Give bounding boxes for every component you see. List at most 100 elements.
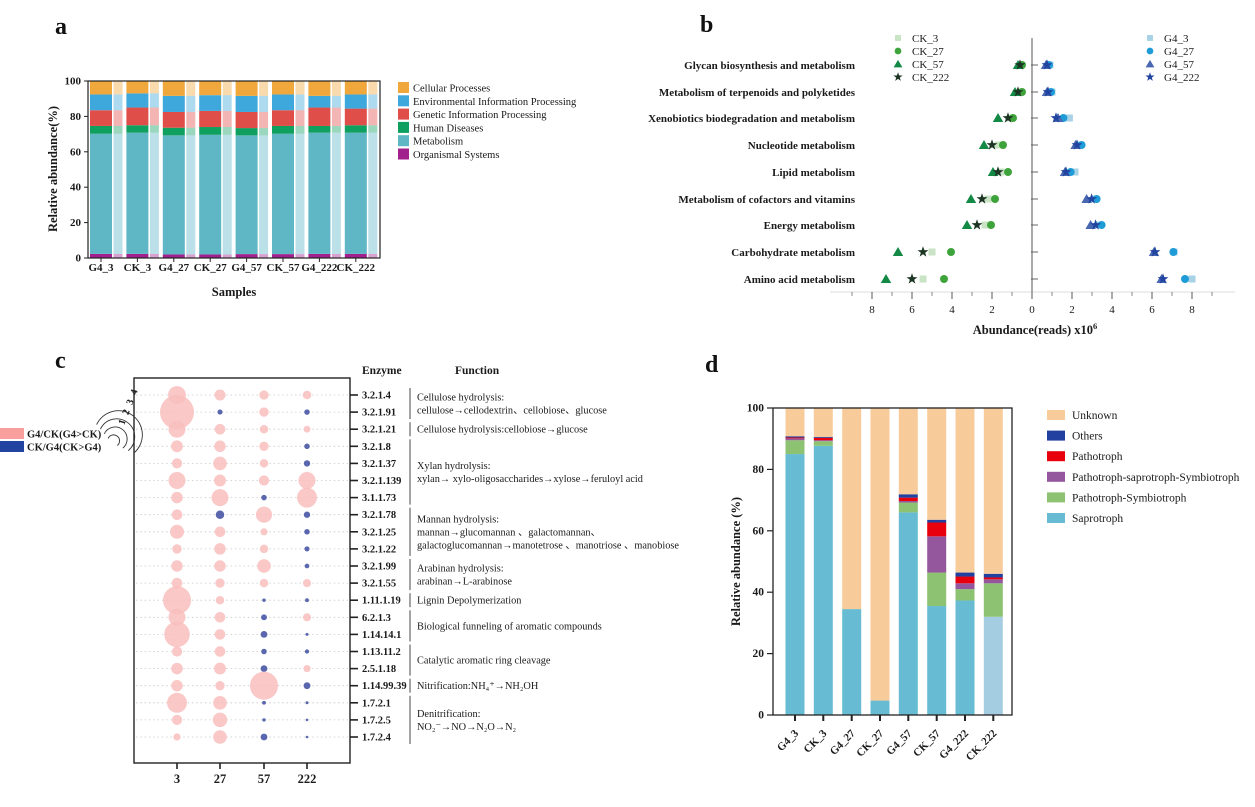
legend-label: CK_222 xyxy=(912,72,949,84)
bubble xyxy=(305,701,309,705)
bar-segment xyxy=(259,81,269,96)
bubble xyxy=(217,409,223,415)
bar-segment xyxy=(295,81,305,95)
bubble xyxy=(160,395,194,430)
bar-segment xyxy=(259,111,269,129)
bar-segment xyxy=(331,125,341,133)
legend-label: CK_3 xyxy=(912,33,939,45)
bar-segment xyxy=(162,135,185,255)
bar-segment xyxy=(149,253,159,258)
bubble xyxy=(262,718,266,722)
enzyme-label: 2.5.1.18 xyxy=(362,664,396,675)
bar-segment xyxy=(259,95,269,112)
enzyme-label: 1.7.2.1 xyxy=(362,698,391,709)
category-label: Metabolism of terpenoids and polyketides xyxy=(659,87,856,99)
bar-segment xyxy=(368,253,378,258)
legend-label: Unknown xyxy=(1072,410,1118,422)
marker-triangle xyxy=(893,59,903,68)
bubble xyxy=(164,621,190,648)
function-text: arabinan→L-arabinose xyxy=(417,577,512,588)
bar-segment xyxy=(842,408,862,610)
bubble xyxy=(305,632,309,636)
bar-segment xyxy=(113,81,123,95)
bar-segment xyxy=(113,253,123,258)
bar-segment xyxy=(126,132,149,254)
bar-segment xyxy=(344,253,367,258)
bar-segment xyxy=(222,95,232,111)
bar-segment xyxy=(785,437,805,439)
legend-swatch xyxy=(398,135,409,147)
bar-segment xyxy=(870,408,890,701)
bubble xyxy=(303,682,311,690)
bar-segment xyxy=(308,132,331,254)
bar-segment xyxy=(90,125,112,134)
x-tick-label: 6 xyxy=(909,304,915,316)
marker-star xyxy=(971,219,983,230)
bubble xyxy=(211,489,229,507)
bar-segment xyxy=(126,93,149,108)
bar-segment xyxy=(90,110,112,126)
bar-segment xyxy=(927,606,947,715)
marker-circle xyxy=(940,275,948,283)
bubble xyxy=(302,579,312,588)
bar-segment xyxy=(199,95,222,111)
bubble xyxy=(215,578,225,588)
bubble xyxy=(171,577,183,589)
bar-segment xyxy=(149,132,159,254)
enzyme-label: 3.2.1.91 xyxy=(362,408,396,419)
bar-segment xyxy=(235,111,258,129)
bar-segment xyxy=(785,436,805,438)
x-tick-label: 222 xyxy=(298,772,317,786)
bubble xyxy=(171,491,183,504)
y-tick-label: 80 xyxy=(753,464,765,476)
bar-segment xyxy=(368,125,378,133)
bubble xyxy=(303,511,311,518)
bar-segment xyxy=(113,94,123,111)
bar-segment xyxy=(272,81,294,95)
category-label: Lipid metabolism xyxy=(772,167,855,179)
y-tick-label: 60 xyxy=(70,146,82,158)
bar-segment xyxy=(955,600,975,715)
bar-segment xyxy=(90,81,112,95)
bubble xyxy=(257,559,271,573)
x-tick-label: CK_222 xyxy=(337,262,376,274)
bubble xyxy=(171,662,183,675)
marker-square xyxy=(994,141,1002,149)
size-legend-value: 2 xyxy=(121,408,133,416)
bar-segment xyxy=(785,408,805,437)
enzyme-label: 3.2.1.55 xyxy=(362,579,396,590)
size-legend-value: 1 xyxy=(117,418,129,426)
marker-star xyxy=(1042,86,1054,97)
bar-segment xyxy=(983,579,1003,584)
bubble xyxy=(298,472,316,489)
bubble xyxy=(214,543,226,555)
legend-swatch xyxy=(1047,513,1065,523)
y-axis-title: Relative abundance (%) xyxy=(729,497,743,626)
marker-star xyxy=(1071,139,1083,150)
bar-segment xyxy=(983,573,1003,578)
bar-segment xyxy=(344,132,367,254)
x-tick-label: CK_3 xyxy=(801,727,829,755)
function-text: NO₂⁻→NO→N₂O→N₂ xyxy=(417,722,517,733)
bar-segment xyxy=(331,95,341,108)
bubble xyxy=(304,649,310,654)
x-tick-label: CK_27 xyxy=(194,262,228,274)
bubble xyxy=(214,440,226,453)
bubble xyxy=(258,475,270,486)
bubble xyxy=(171,714,183,725)
bar-segment xyxy=(785,454,805,715)
bar-segment xyxy=(898,408,918,495)
x-tick-label: CK_3 xyxy=(124,262,152,274)
y-tick-label: 40 xyxy=(753,587,765,599)
bubble xyxy=(214,611,226,623)
enzyme-label: 3.2.1.78 xyxy=(362,510,396,521)
bar-segment xyxy=(813,441,833,446)
marker-circle xyxy=(1169,248,1178,256)
bubble xyxy=(171,679,183,692)
legend-label: Others xyxy=(1072,431,1103,443)
bar-segment xyxy=(90,94,112,111)
bar-segment xyxy=(308,125,331,133)
marker-triangle xyxy=(961,220,973,229)
bubble xyxy=(259,459,269,468)
marker-triangle xyxy=(892,247,904,256)
